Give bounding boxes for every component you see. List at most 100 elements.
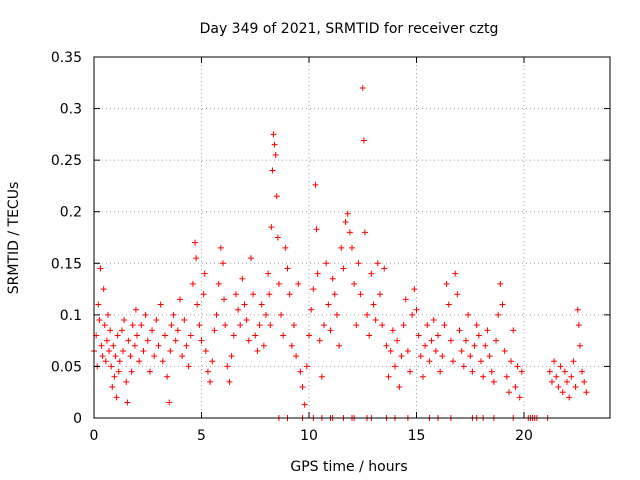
data-point	[134, 332, 140, 339]
data-point	[250, 291, 257, 298]
data-point	[351, 280, 358, 287]
data-point	[217, 244, 224, 251]
data-point	[548, 378, 555, 385]
data-point	[482, 342, 489, 349]
data-point	[443, 280, 450, 287]
x-tick-label: 5	[197, 428, 206, 444]
data-point	[230, 332, 237, 339]
data-point	[194, 301, 201, 308]
data-point	[224, 363, 231, 370]
data-point	[282, 244, 289, 251]
data-point	[422, 342, 429, 349]
data-point	[127, 353, 134, 360]
data-point	[100, 286, 107, 293]
data-point	[514, 363, 521, 370]
data-point	[272, 151, 279, 158]
data-point	[411, 286, 418, 293]
data-point	[364, 311, 371, 318]
data-point	[144, 337, 151, 344]
data-point	[450, 358, 457, 365]
data-point	[284, 265, 291, 272]
data-point	[430, 317, 437, 324]
data-point	[318, 373, 325, 380]
data-point	[460, 363, 467, 370]
data-point	[222, 322, 229, 329]
data-point	[110, 342, 117, 349]
data-point	[398, 353, 405, 360]
data-point	[136, 358, 143, 365]
data-point	[452, 270, 459, 277]
data-point	[435, 332, 441, 339]
x-tick-label: 10	[300, 428, 318, 444]
y-tick-label: 0	[73, 411, 82, 427]
data-point	[114, 332, 121, 339]
data-point	[256, 322, 263, 329]
y-axis-label: SRMTID / TECUs	[6, 182, 22, 295]
data-point	[247, 255, 254, 262]
data-point	[581, 378, 588, 385]
data-point	[360, 137, 367, 144]
data-point	[270, 131, 277, 138]
data-point	[338, 244, 345, 251]
data-point	[510, 327, 517, 334]
data-point	[157, 301, 164, 308]
data-point	[95, 301, 102, 308]
data-point	[465, 311, 472, 318]
data-points	[91, 84, 590, 421]
data-point	[555, 384, 562, 391]
data-point	[441, 322, 448, 329]
data-point	[207, 378, 214, 385]
data-point	[297, 368, 304, 375]
data-point	[167, 347, 174, 354]
data-point	[273, 193, 280, 200]
data-point	[426, 358, 433, 365]
data-point	[574, 306, 581, 313]
data-point	[579, 368, 586, 375]
data-point	[415, 332, 422, 339]
data-point	[353, 322, 360, 329]
data-point	[138, 322, 145, 329]
data-point	[490, 378, 497, 385]
data-point	[192, 239, 199, 246]
data-point	[478, 358, 484, 365]
data-point	[381, 265, 388, 272]
data-point	[572, 384, 579, 391]
data-point	[235, 306, 242, 313]
data-point	[355, 260, 362, 267]
data-point	[428, 337, 435, 344]
data-point	[118, 327, 125, 334]
data-point	[396, 384, 403, 391]
data-point	[370, 301, 377, 308]
data-point	[271, 141, 278, 148]
data-point	[275, 280, 282, 287]
data-point	[336, 342, 343, 349]
data-point	[419, 373, 426, 380]
data-point	[189, 280, 196, 287]
data-point	[185, 363, 192, 370]
data-point	[389, 327, 396, 334]
data-point	[493, 337, 500, 344]
data-point	[480, 373, 487, 380]
data-point	[497, 280, 504, 287]
data-point	[280, 332, 287, 339]
data-point	[109, 384, 116, 391]
data-point	[265, 270, 272, 277]
data-point	[260, 342, 267, 349]
chart-title: Day 349 of 2021, SRMTID for receiver czt…	[200, 21, 499, 37]
data-point	[108, 363, 115, 370]
data-point	[417, 353, 424, 360]
data-point	[155, 342, 162, 349]
data-point	[96, 317, 103, 324]
data-point	[226, 378, 233, 385]
data-point	[518, 368, 525, 375]
x-tick-label: 0	[90, 428, 99, 444]
data-point	[129, 322, 136, 329]
data-point	[267, 322, 274, 329]
data-point	[566, 394, 573, 401]
data-point	[290, 322, 297, 329]
data-point	[112, 353, 119, 360]
data-point	[503, 373, 510, 380]
data-point	[301, 401, 308, 408]
data-point	[120, 347, 127, 354]
data-point	[469, 368, 476, 375]
